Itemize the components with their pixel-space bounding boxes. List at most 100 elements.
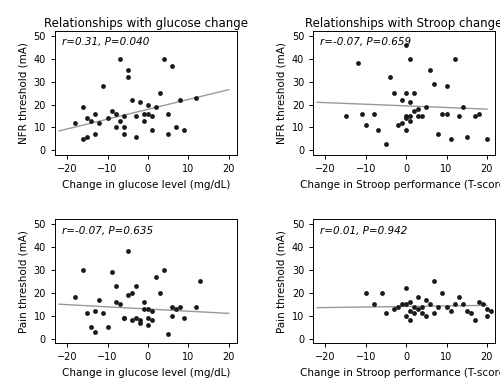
Title: Relationships with Stroop change: Relationships with Stroop change <box>306 17 500 30</box>
Point <box>394 122 402 128</box>
Point <box>402 113 410 119</box>
Point <box>422 296 430 303</box>
Point <box>100 310 108 317</box>
Y-axis label: NFR threshold (mA): NFR threshold (mA) <box>276 42 286 144</box>
Point <box>410 310 418 317</box>
Point <box>71 294 79 300</box>
Point <box>406 113 414 119</box>
Point <box>475 111 483 117</box>
Point <box>80 267 88 273</box>
Point <box>132 283 140 289</box>
Point <box>398 301 406 307</box>
Point <box>112 111 120 117</box>
Point <box>132 133 140 140</box>
Point <box>140 306 148 312</box>
Point <box>116 117 124 124</box>
Point <box>471 317 479 323</box>
Point <box>406 56 414 62</box>
Point <box>120 113 128 119</box>
Point <box>434 303 442 310</box>
Point <box>168 312 176 319</box>
Point <box>382 310 390 317</box>
Point <box>406 99 414 105</box>
Point <box>487 308 495 314</box>
Y-axis label: Pain threshold (mA): Pain threshold (mA) <box>18 230 28 333</box>
Point <box>430 310 438 317</box>
Point <box>124 74 132 80</box>
Point <box>92 131 100 138</box>
Point <box>462 133 470 140</box>
Point <box>434 131 442 138</box>
Y-axis label: NFR threshold (mA): NFR threshold (mA) <box>18 42 28 144</box>
Point <box>92 329 100 335</box>
Point <box>180 127 188 133</box>
Point <box>108 269 116 275</box>
Point <box>120 131 128 138</box>
Point <box>144 322 152 328</box>
Point <box>406 317 414 323</box>
Point <box>410 303 418 310</box>
Point <box>446 308 454 314</box>
Point <box>402 42 410 48</box>
Point <box>136 319 144 326</box>
Point <box>414 113 422 119</box>
Point <box>180 315 188 321</box>
Point <box>156 90 164 96</box>
Point <box>92 111 100 117</box>
Point <box>442 111 450 117</box>
Point <box>426 301 434 307</box>
Point <box>402 115 410 121</box>
Point <box>483 312 491 319</box>
Point <box>402 312 410 319</box>
Point <box>358 111 366 117</box>
Point <box>471 113 479 119</box>
Point <box>164 131 172 138</box>
Point <box>172 124 180 131</box>
Point <box>406 117 414 124</box>
Point <box>402 90 410 96</box>
Point <box>136 317 144 323</box>
Point <box>374 127 382 133</box>
Point <box>410 108 418 115</box>
Point <box>398 97 406 103</box>
Point <box>430 81 438 87</box>
Point <box>446 136 454 142</box>
Point <box>418 310 426 317</box>
Point <box>390 306 398 312</box>
Point <box>362 290 370 296</box>
Text: r=-0.07, P=0.635: r=-0.07, P=0.635 <box>62 225 154 236</box>
Point <box>414 294 422 300</box>
Point <box>196 278 204 284</box>
Point <box>406 308 414 314</box>
Point <box>483 136 491 142</box>
Point <box>128 290 136 296</box>
Point <box>467 310 475 317</box>
Point <box>112 283 120 289</box>
Point <box>100 83 108 89</box>
Point <box>390 90 398 96</box>
Point <box>88 324 96 330</box>
Point <box>144 306 152 312</box>
Point <box>422 312 430 319</box>
Point <box>124 292 132 298</box>
Point <box>450 56 458 62</box>
Point <box>164 331 172 337</box>
Point <box>402 301 410 307</box>
Point <box>370 301 378 307</box>
Point <box>386 74 394 80</box>
X-axis label: Change in Stroop performance (T-score): Change in Stroop performance (T-score) <box>300 368 500 378</box>
Point <box>426 67 434 73</box>
Point <box>124 67 132 73</box>
X-axis label: Change in glucose level (mg/dL): Change in glucose level (mg/dL) <box>62 179 230 190</box>
X-axis label: Change in Stroop performance (T-score): Change in Stroop performance (T-score) <box>300 179 500 190</box>
Point <box>140 111 148 117</box>
Text: r=0.01, P=0.942: r=0.01, P=0.942 <box>320 225 408 236</box>
Point <box>148 127 156 133</box>
Point <box>112 124 120 131</box>
Point <box>132 315 140 321</box>
Point <box>475 299 483 305</box>
Point <box>192 94 200 101</box>
Point <box>450 301 458 307</box>
Point <box>418 303 426 310</box>
Point <box>144 315 152 321</box>
